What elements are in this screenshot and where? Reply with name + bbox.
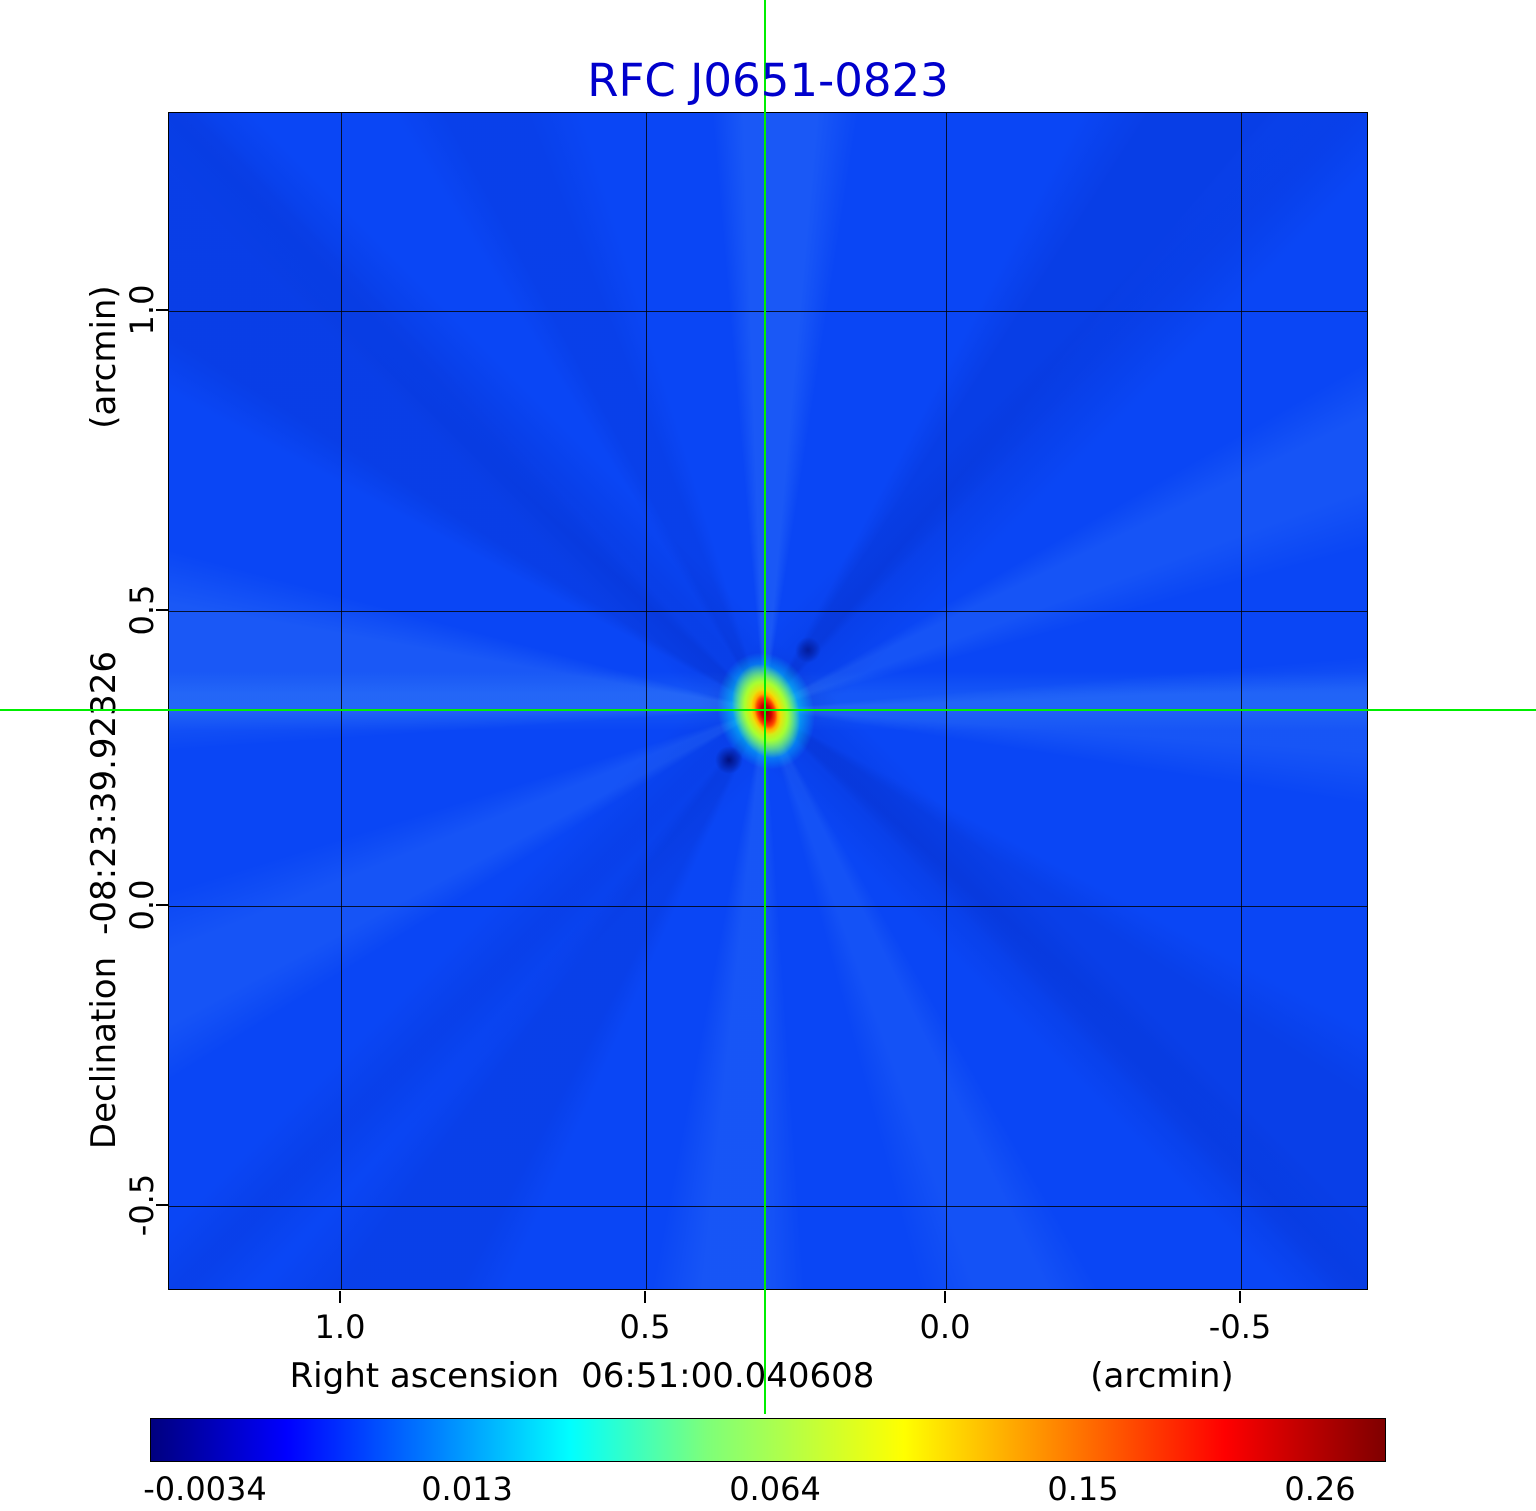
colorbar-gradient (151, 1419, 1385, 1461)
y-tick-label: -0.5 (123, 1173, 161, 1237)
y-axis-title-text: Declination (84, 956, 124, 1150)
crosshair-horizontal-line (0, 709, 1536, 711)
colorbar (150, 1418, 1386, 1462)
x-axis-tick (944, 1291, 946, 1303)
colorbar-tick-label: 0.15 (1047, 1470, 1119, 1508)
y-axis-tick (156, 1204, 168, 1206)
y-tick-label: 0.5 (123, 584, 161, 636)
x-tick-label: 1.0 (314, 1308, 366, 1346)
figure-title: RFC J0651-0823 (587, 54, 949, 107)
y-axis-dec-value: -08:23:39.92326 (84, 650, 124, 935)
x-axis-title: Right ascension 06:51:00.040608 (290, 1356, 875, 1396)
negative-sidelobe-spot (795, 637, 821, 663)
x-axis-title-text: Right ascension (289, 1356, 560, 1396)
x-tick-label: -0.5 (1208, 1308, 1272, 1346)
grid-line (169, 611, 1367, 612)
y-axis-unit-label: (arcmin) (84, 285, 124, 429)
image-plot (168, 112, 1368, 1290)
grid-line (646, 113, 647, 1289)
x-axis-tick (644, 1291, 646, 1303)
grid-line (946, 113, 947, 1289)
y-axis-tick (156, 309, 168, 311)
grid-line (169, 906, 1367, 907)
negative-sidelobe-spot (715, 746, 743, 774)
x-axis-unit-label: (arcmin) (1090, 1356, 1234, 1396)
crosshair-vertical-line (764, 0, 766, 1414)
x-axis-ra-value: 06:51:00.040608 (581, 1356, 875, 1396)
y-tick-label: 1.0 (123, 284, 161, 336)
grid-line (1241, 113, 1242, 1289)
y-axis-tick (156, 609, 168, 611)
colorbar-tick-label: 0.013 (421, 1470, 513, 1508)
grid-line (169, 1206, 1367, 1207)
x-axis-tick (339, 1291, 341, 1303)
colorbar-tick-label: 0.26 (1284, 1470, 1356, 1508)
colorbar-tick-label: -0.0034 (143, 1470, 267, 1508)
x-tick-label: 0.0 (919, 1308, 971, 1346)
y-axis-title: Declination -08:23:39.92326 (84, 651, 124, 1149)
x-tick-label: 0.5 (619, 1308, 671, 1346)
grid-line (169, 311, 1367, 312)
colorbar-tick-label: 0.064 (729, 1470, 821, 1508)
y-tick-label: 0.0 (123, 879, 161, 931)
y-axis-tick (156, 904, 168, 906)
grid-line (341, 113, 342, 1289)
x-axis-tick (1239, 1291, 1241, 1303)
